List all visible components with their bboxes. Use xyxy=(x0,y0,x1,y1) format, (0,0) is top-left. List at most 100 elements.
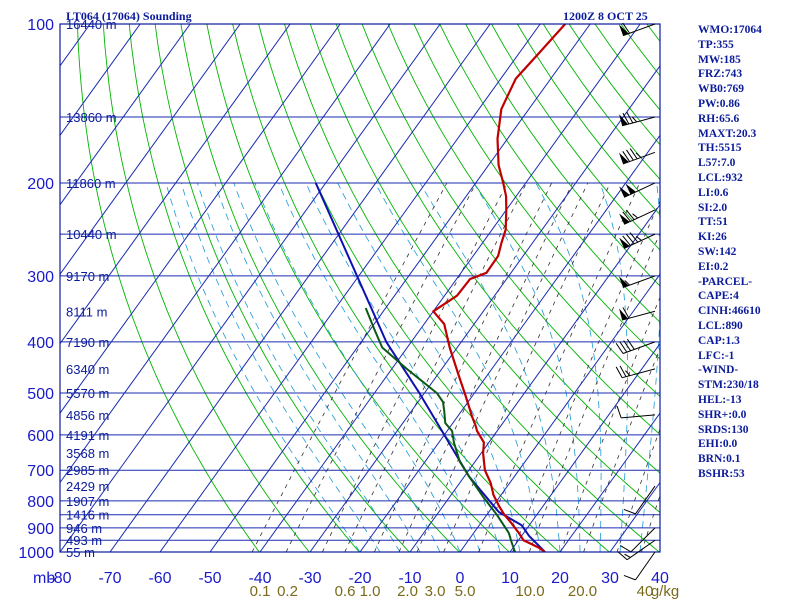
pressure-label: 600 xyxy=(27,428,54,445)
pressure-label: 900 xyxy=(27,521,54,538)
isotherm xyxy=(60,24,391,484)
moist-adiabat xyxy=(278,182,481,552)
height-label: 9170 m xyxy=(66,269,109,284)
mixing-ratio-label: 0.2 xyxy=(277,583,298,600)
mixing-ratio-label: 3.0 xyxy=(425,583,446,600)
moist-adiabat xyxy=(233,182,441,552)
plot-area xyxy=(60,24,800,552)
mixing-ratio-label: 40 xyxy=(637,583,654,600)
mixing-ratio-label: 20.0 xyxy=(568,583,597,600)
wind-barb-pennant xyxy=(619,213,630,225)
dry-adiabat xyxy=(568,24,660,146)
wind-barb-staff xyxy=(623,209,656,225)
wind-barb-feather xyxy=(623,340,631,352)
temperature-tick-label: -70 xyxy=(98,570,121,587)
pressure-label: 1000 xyxy=(18,545,54,562)
wind-barb-feather xyxy=(625,370,631,376)
pressure-label: 200 xyxy=(27,176,54,193)
moist-adiabat xyxy=(180,182,381,552)
stat-5: PW:0.86 xyxy=(698,97,740,110)
stat-2: MW:185 xyxy=(698,53,741,66)
wind-barb-staff xyxy=(630,527,656,553)
moist-adiabat xyxy=(214,182,421,552)
stat-29: BRN:0.1 xyxy=(698,453,741,466)
stats-panel: WMO:17064 TP:355 MW:185 FRZ:743 WB0:769 PW:0.… xyxy=(698,23,762,482)
stat-25: HEL:-13 xyxy=(698,393,742,406)
moist-adiabat xyxy=(419,182,561,552)
height-label: 1907 m xyxy=(66,494,109,509)
temperature-tick-label: -50 xyxy=(198,570,221,587)
wind-barb-staff xyxy=(626,539,656,561)
stat-20: LCL:890 xyxy=(698,319,743,332)
isotherm xyxy=(209,24,591,552)
wind-barb-staff xyxy=(622,151,656,165)
temperature-tick-label: 30 xyxy=(601,570,619,587)
height-label: 1416 m xyxy=(66,508,109,523)
wind-barb-feather xyxy=(619,365,627,377)
isotherm xyxy=(309,65,660,552)
isotherm xyxy=(509,342,660,552)
isotherm xyxy=(459,273,660,552)
wind-barb-staff xyxy=(622,341,656,354)
stat-22: LFC:-1 xyxy=(698,349,735,362)
wind-barb-feather xyxy=(629,232,639,243)
wind-barb-feather xyxy=(622,235,631,246)
temperature-tick-label: -20 xyxy=(348,570,371,587)
stat-9: L57:7.0 xyxy=(698,157,736,170)
stat-12: SI:2.0 xyxy=(698,201,728,214)
wind-barb xyxy=(616,406,656,419)
wind-barb-staff xyxy=(622,275,656,289)
dry-adiabat xyxy=(776,24,800,552)
wind-barb-feather xyxy=(615,342,624,354)
wind-barb-feather xyxy=(622,151,631,162)
wind-barb-feather xyxy=(625,209,635,220)
height-label: 11860 m xyxy=(66,176,116,191)
wind-barb xyxy=(623,551,656,581)
wind-barb xyxy=(615,365,656,379)
height-label: 2429 m xyxy=(66,479,109,494)
stat-10: LCL:932 xyxy=(698,171,743,184)
mixing-ratio-label: 10.0 xyxy=(515,583,544,600)
height-label: 13860 m xyxy=(66,110,117,125)
wind-barb-feather xyxy=(619,341,628,353)
dewpoint-line xyxy=(364,307,516,552)
wind-barb-feather xyxy=(622,22,631,34)
height-label: 6340 m xyxy=(66,362,109,377)
wind-barb xyxy=(618,22,656,37)
wind-barb-staff xyxy=(623,233,656,249)
isotherm xyxy=(559,412,660,552)
isotherm xyxy=(159,24,541,552)
stat-1: TP:355 xyxy=(698,38,734,51)
stat-21: CAP:1.3 xyxy=(698,334,740,347)
wind-barb-staff xyxy=(622,368,656,379)
wind-barb-feather xyxy=(626,149,634,161)
stat-8: TH:5515 xyxy=(698,142,742,155)
wind-barb xyxy=(619,209,656,225)
wind-barb xyxy=(615,338,656,354)
dry-adiabat xyxy=(154,24,410,552)
wind-barb-staff xyxy=(635,551,656,581)
wind-barb xyxy=(623,485,656,515)
moist-adiabat xyxy=(535,182,602,552)
height-label: 8111 m xyxy=(66,304,107,319)
wind-barb-pennant xyxy=(618,276,629,288)
wind-barb xyxy=(618,275,656,289)
temperature-tick-label: -10 xyxy=(398,570,421,587)
wind-barb-feather xyxy=(624,553,631,558)
stat-30: BSHR:53 xyxy=(698,467,745,480)
isotherm xyxy=(60,24,441,552)
wind-barb-feather xyxy=(623,508,636,515)
wind-barb-feather xyxy=(635,152,642,158)
stat-26: SHR+:0.0 xyxy=(698,408,747,421)
height-label: 2985 m xyxy=(66,463,109,478)
wind-barb-feather xyxy=(625,233,635,245)
temperature-line xyxy=(432,24,567,552)
dry-adiabat xyxy=(309,24,660,514)
wind-barb-feather xyxy=(622,211,631,222)
pressure-label: 500 xyxy=(27,386,54,403)
temperature-tick-label: 20 xyxy=(551,570,569,587)
stat-6: RH:65.6 xyxy=(698,112,740,125)
isotherm xyxy=(60,24,141,137)
wind-barb-feather xyxy=(623,574,636,581)
wind-barb-feather xyxy=(620,545,632,553)
